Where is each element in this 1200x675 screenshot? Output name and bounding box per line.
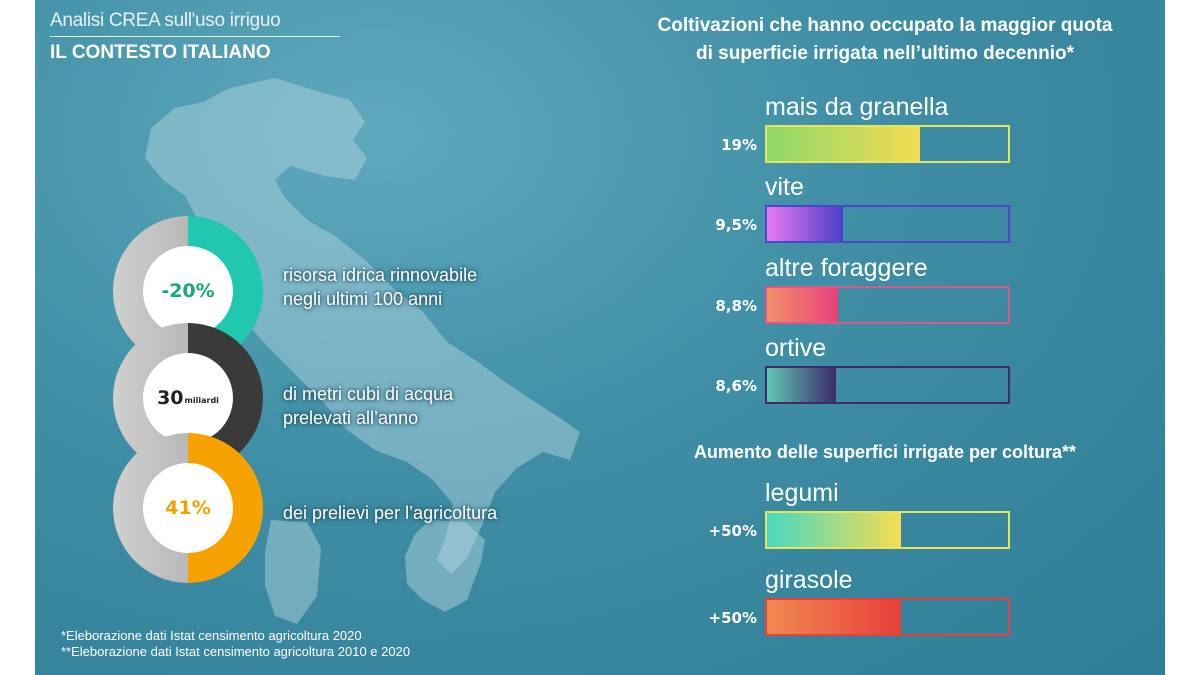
stat-ring-agriculture: 41% [113, 433, 263, 583]
bar [767, 288, 838, 322]
footnotes: *Eleborazione dati Istat censimento agri… [61, 628, 410, 660]
bar [767, 368, 836, 402]
bar-category-label: girasole [765, 566, 853, 594]
stat-text-withdrawals: di metri cubi di acqua prelevati all’ann… [283, 382, 453, 430]
bar-track [765, 286, 1010, 324]
bar-value-label: 19% [721, 136, 757, 154]
infographic-panel: Analisi CREA sull'uso irriguo IL CONTEST… [35, 0, 1165, 675]
stat-value-withdrawals: 30 miliardi [143, 353, 233, 443]
chart-title-top-crops: Coltivazioni che hanno occupato la maggi… [595, 12, 1165, 68]
chart-title-line: di superficie irrigata nell’ultimo decen… [696, 43, 1074, 64]
bar-category-label: legumi [765, 479, 839, 507]
stat-value-unit: miliardi [184, 395, 219, 405]
italy-map-silhouette [145, 78, 580, 624]
stat-text-line: dei prelievi per l’agricoltura [283, 503, 498, 523]
stat-value-renewable: -20% [143, 246, 233, 336]
bar-track [765, 205, 1010, 243]
chart-title-increase: Aumento delle superfici irrigate per col… [693, 442, 1077, 462]
stat-value-text: -20% [161, 280, 215, 302]
bar [767, 207, 843, 241]
stat-value-text: 30 [157, 387, 184, 409]
bar-value-label: +50% [708, 522, 757, 540]
bar [767, 127, 920, 161]
footnote-2: **Eleborazione dati Istat censimento agr… [61, 644, 411, 659]
bar-value-label: +50% [708, 609, 757, 627]
header-divider [50, 36, 340, 37]
bar-value-label: 9,5% [715, 216, 757, 234]
chart-title-line: Coltivazioni che hanno occupato la maggi… [657, 15, 1113, 36]
stat-text-line: prelevati all’anno [283, 408, 419, 428]
footnote-1: *Eleborazione dati Istat censimento agri… [61, 628, 362, 643]
bar-category-label: ortive [765, 334, 827, 362]
bar-track [765, 598, 1010, 636]
stat-text-line: negli ultimi 100 anni [283, 289, 443, 309]
bar-category-label: vite [765, 173, 804, 201]
bar-value-label: 8,6% [715, 377, 757, 395]
header-subtitle: Analisi CREA sull'uso irriguo [50, 10, 281, 31]
bar-track [765, 511, 1010, 549]
stat-text-line: risorsa idrica rinnovabile [283, 265, 478, 285]
bar-category-label: mais da granella [765, 93, 949, 121]
stat-text-line: di metri cubi di acqua [283, 384, 454, 404]
bar-track [765, 125, 1010, 163]
stat-value-agriculture: 41% [143, 463, 233, 553]
bar [767, 600, 901, 634]
stat-text-renewable: risorsa idrica rinnovabile negli ultimi … [283, 263, 477, 311]
stat-value-text: 41% [165, 497, 211, 519]
bar-track [765, 366, 1010, 404]
header-title: IL CONTESTO ITALIANO [50, 42, 271, 63]
stat-text-agriculture: dei prelievi per l’agricoltura [283, 501, 497, 525]
bar-category-label: altre foraggere [765, 254, 928, 282]
bar [767, 513, 901, 547]
bar-value-label: 8,8% [715, 297, 757, 315]
